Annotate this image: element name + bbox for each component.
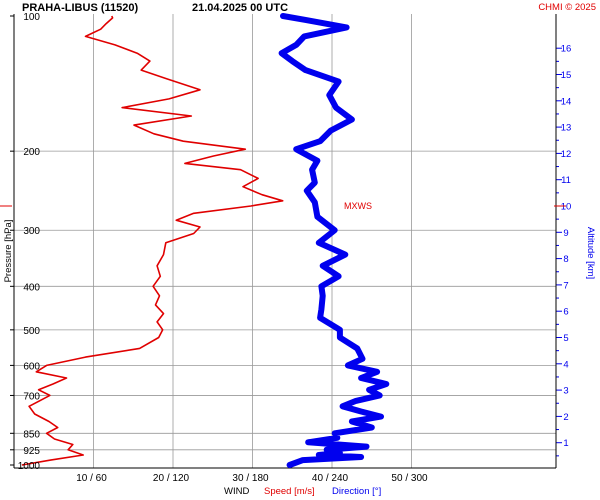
altitude-tick-label: 1 [563, 438, 568, 449]
pressure-tick-label: 600 [23, 361, 40, 372]
x-axis-label-direction: Direction [°] [332, 486, 381, 497]
altitude-tick-label: 11 [561, 175, 571, 186]
wind-tick-label: 20 / 120 [153, 473, 190, 484]
y-axis-left-label: Pressure [hPa] [3, 220, 14, 283]
altitude-tick-label: 13 [561, 123, 572, 134]
pressure-tick-label: 700 [23, 391, 40, 402]
credit-text: CHMI © 2025 [538, 2, 596, 13]
station-title: PRAHA-LIBUS (11520) [22, 2, 138, 14]
altitude-tick-label: 6 [563, 307, 568, 318]
tick-marks [10, 15, 562, 466]
altitude-tick-label: 12 [561, 149, 572, 160]
pressure-tick-label: 400 [23, 282, 40, 293]
wind-tick-label: 50 / 300 [391, 473, 428, 484]
altitude-tick-label: 4 [563, 359, 568, 370]
wind-tick-label: 10 / 60 [76, 473, 107, 484]
speed-line [21, 15, 284, 466]
altitude-tick-label: 7 [563, 280, 568, 291]
x-axis-label-speed: Speed [m/s] [264, 486, 315, 497]
altitude-tick-label: 5 [563, 333, 568, 344]
altitude-tick-label: 10 [561, 202, 572, 213]
wind-tick-label: 40 / 240 [312, 473, 349, 484]
altitude-tick-label: 15 [561, 70, 572, 81]
y-axis-right-label: Altitude [km] [585, 227, 596, 279]
mxws-annotation: MXWS [344, 201, 372, 211]
pressure-tick-label: 850 [23, 429, 40, 440]
altitude-tick-label: 9 [563, 228, 568, 239]
direction-line [278, 13, 390, 468]
pressure-tick-label: 925 [23, 446, 40, 457]
altitude-tick-label: 3 [563, 386, 568, 397]
wind-tick-label: 30 / 180 [232, 473, 269, 484]
altitude-tick-label: 2 [563, 412, 568, 423]
pressure-tick-label: 1000 [18, 461, 41, 472]
x-axis-label-wind: WIND [224, 486, 249, 497]
altitude-tick-label: 8 [563, 254, 568, 265]
pressure-tick-label: 500 [23, 326, 40, 337]
datetime-title: 21.04.2025 00 UTC [192, 2, 288, 14]
pressure-tick-label: 300 [23, 226, 40, 237]
altitude-tick-label: 16 [561, 44, 572, 55]
pressure-tick-label: 100 [23, 12, 40, 23]
plot-lines [21, 13, 390, 468]
pressure-tick-label: 200 [23, 147, 40, 158]
altitude-tick-label: 14 [561, 96, 572, 107]
